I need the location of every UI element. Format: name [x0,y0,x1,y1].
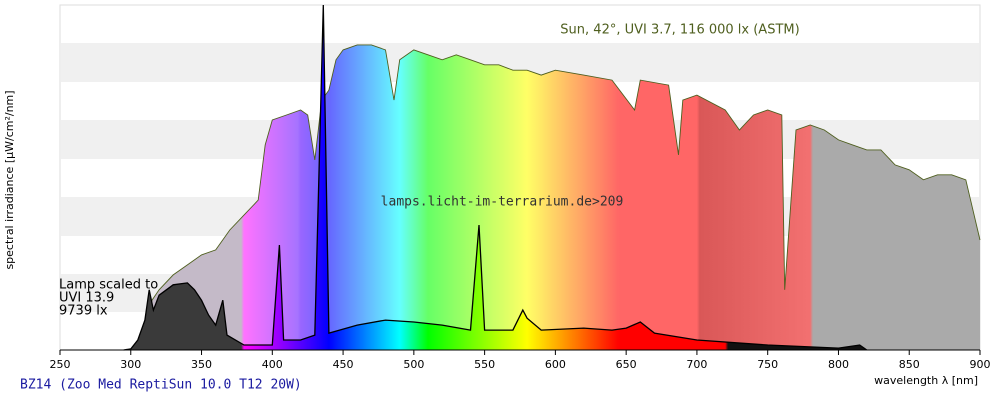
x-tick-label: 500 [403,358,424,371]
x-tick-label: 700 [686,358,707,371]
x-tick-label: 750 [757,358,778,371]
watermark: lamps.licht-im-terrarium.de>209 [381,195,624,210]
x-axis-label: wavelength λ [nm] [874,374,978,387]
x-tick-label: 400 [262,358,283,371]
x-tick-label: 850 [899,358,920,371]
lamp-legend: BZ14 (Zoo Med ReptiSun 10.0 T12 20W) [20,378,302,393]
sun-legend: Sun, 42°, UVI 3.7, 116 000 lx (ASTM) [560,23,799,38]
x-tick-label: 350 [191,358,212,371]
line [130,44,981,351]
annotation: 9739 lx [59,304,108,319]
area [130,44,981,351]
x-tick-label: 550 [474,358,495,371]
x-tick-label: 250 [50,358,71,371]
annotation: Lamp scaled to [59,278,158,293]
area [123,5,867,350]
x-tick-label: 800 [828,358,849,371]
x-tick-label: 450 [333,358,354,371]
x-tick-label: 900 [970,358,991,371]
line [123,4,868,351]
x-tick-label: 600 [545,358,566,371]
x-tick-label: 650 [616,358,637,371]
y-axis-label: spectral irradiance [µW/cm²/nm] [3,90,16,269]
annotation: UVI 13.9 [59,291,114,306]
x-tick-label: 300 [120,358,141,371]
